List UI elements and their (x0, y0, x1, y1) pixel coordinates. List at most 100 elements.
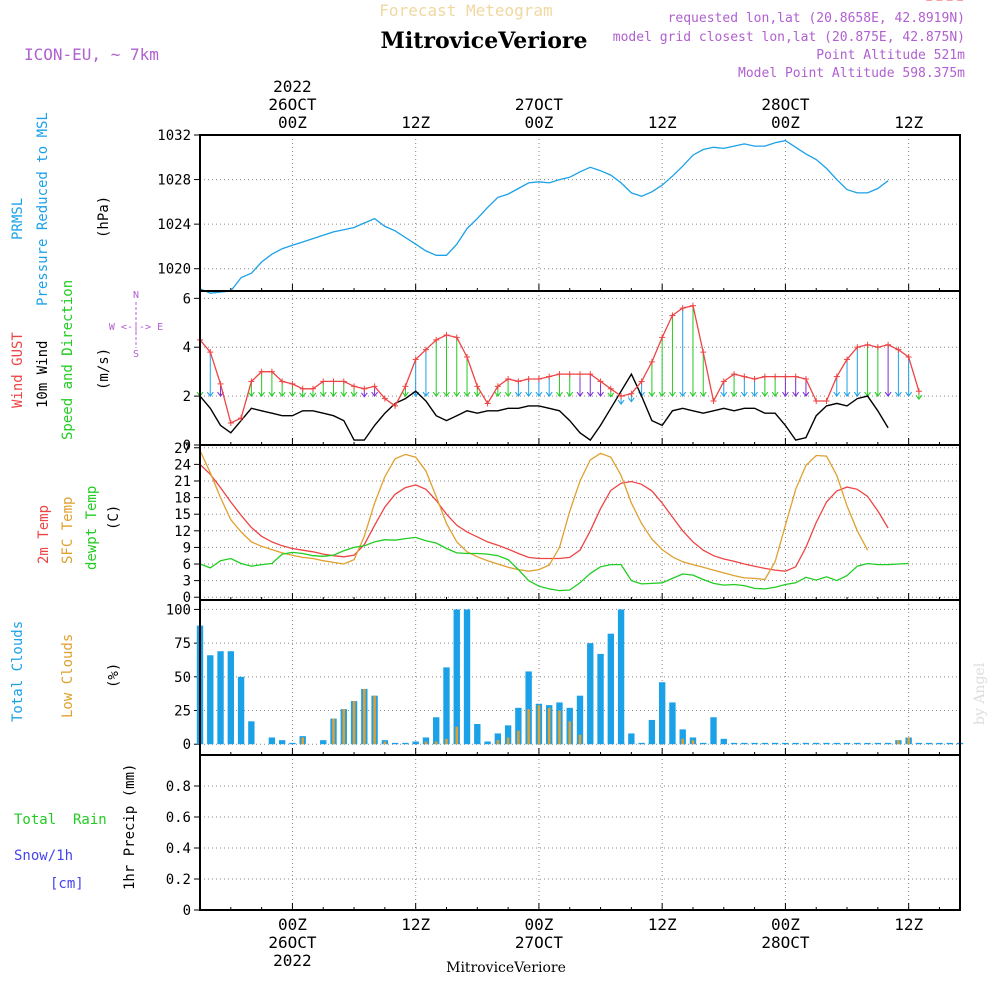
wind-arrow-head (473, 391, 481, 397)
wind-arrow-head (319, 391, 327, 397)
wind-arrow-head (371, 391, 378, 397)
ytick-label: 0 (183, 590, 191, 606)
total-cloud-bar (761, 742, 769, 745)
bottom-date-label: 28OCT (761, 933, 810, 952)
wind-arrow-head (330, 391, 337, 397)
total-cloud-bar (915, 742, 923, 745)
wind-dir-label: Speed and Direction (60, 280, 76, 440)
low-cloud-bar (301, 737, 304, 745)
wind-arrow-head (833, 391, 841, 397)
wind-arrow-head (494, 391, 502, 397)
ytick-label: 24 (174, 457, 191, 473)
ytick-label: 27 (174, 441, 191, 457)
total-cloud-bar (576, 695, 584, 745)
total-cloud-bar (679, 729, 686, 745)
total-cloud-bar (926, 742, 933, 745)
total-cloud-bar (628, 733, 635, 745)
ytick-label: 0 (183, 438, 191, 454)
wind-arrow-head (545, 391, 553, 397)
dewpt-label: dewpt Temp (84, 486, 100, 570)
top-time-label: 12Z (648, 113, 677, 132)
ytick-label: 6 (183, 557, 191, 573)
total-cloud-bar (669, 702, 676, 745)
ytick-label: 50 (174, 670, 191, 686)
total-cloud-bar (268, 737, 276, 745)
wind-arrow-head (761, 391, 769, 397)
wind-arrow-head (792, 391, 800, 397)
ytick-label: 18 (174, 491, 191, 507)
wind-arrow-head (463, 391, 471, 397)
total-cloud-bar (237, 676, 245, 745)
total-cloud-bar (597, 653, 604, 745)
rain-label: Total Rain (14, 812, 107, 828)
wind-arrow-head (299, 392, 307, 398)
top-date-label: 26OCT (268, 95, 317, 114)
ytick-label: 0 (183, 737, 191, 753)
wind-arrow-head (556, 391, 563, 397)
wind-arrow-head (915, 394, 923, 401)
wind-arrow-head (289, 391, 296, 397)
bottom-time-label: 00Z (771, 915, 800, 934)
cloud-unit: (%) (106, 663, 122, 688)
low-cloud-bar (558, 710, 561, 745)
panel-frame-4 (199, 754, 961, 911)
credit: by Angel (972, 662, 988, 725)
ytick-label: 0 (183, 903, 191, 919)
total-cloud-bar (474, 724, 481, 745)
total-cloud-bar (823, 742, 830, 745)
total-cloud-bar (782, 742, 789, 745)
low-cloud-bar (445, 738, 448, 745)
wind-arrow-head (525, 391, 533, 397)
wind-arrow-head (627, 397, 635, 403)
precip-unit: 1hr Precip (mm) (122, 764, 138, 890)
ytick-label: 12 (174, 524, 191, 540)
ytick-label: 1020 (157, 262, 191, 278)
top-time-label: 12Z (894, 113, 923, 132)
ytick-label: 0.8 (166, 779, 191, 795)
top-time-label: 12Z (401, 113, 430, 132)
total-cloud-bar (391, 742, 399, 745)
total-cloud-bar (936, 742, 943, 745)
bottom-time-label: 00Z (524, 915, 553, 934)
low-cloud-bar (907, 737, 910, 745)
total-cloud-bar (720, 738, 727, 745)
wind-arrow-head (360, 392, 368, 398)
ytick-label: 9 (183, 540, 191, 556)
low-cloud-bar (547, 707, 551, 745)
total-cloud-bar (854, 742, 861, 745)
low-cloud-bar (455, 726, 459, 745)
top-date-label: 28OCT (761, 95, 810, 114)
wind-arrow-head (894, 391, 902, 397)
model-altitude: Model Point Altitude 598.375m (738, 66, 965, 81)
total-cloud-bar (792, 742, 799, 745)
total-cloud-bar (864, 742, 871, 745)
total-cloud-label: Total Clouds (10, 621, 26, 722)
panel-frame-0 (199, 134, 961, 292)
sfc-temp-line (199, 450, 869, 581)
temp-unit: (C) (106, 505, 122, 530)
compass-n: N (133, 290, 139, 301)
total-cloud-bar (648, 719, 656, 745)
total-cloud-bar (412, 741, 419, 745)
total-cloud-bar (946, 742, 953, 745)
ytick-label: 25 (174, 704, 191, 720)
low-cloud-bar (434, 741, 438, 745)
total-cloud-bar (422, 737, 430, 745)
station-title: MitroviceVeriore (381, 28, 588, 54)
total-cloud-bar (813, 742, 820, 745)
total-cloud-bar (700, 742, 707, 745)
low-cloud-bar (527, 709, 530, 745)
bottom-year-label: 2022 (273, 951, 312, 970)
ytick-label: 100 (166, 602, 191, 618)
ytick-label: 4 (183, 340, 191, 356)
ytick-label: 21 (174, 474, 191, 490)
top-time-label: 00Z (524, 113, 553, 132)
total-cloud-bar (802, 742, 810, 745)
gust-line (199, 304, 920, 424)
total-cloud-bar (402, 742, 409, 745)
total-cloud-bar (751, 742, 758, 745)
low-cloud-bar (537, 705, 541, 745)
top-date-label: 27OCT (515, 95, 564, 114)
wind-arrow-head (350, 391, 358, 397)
